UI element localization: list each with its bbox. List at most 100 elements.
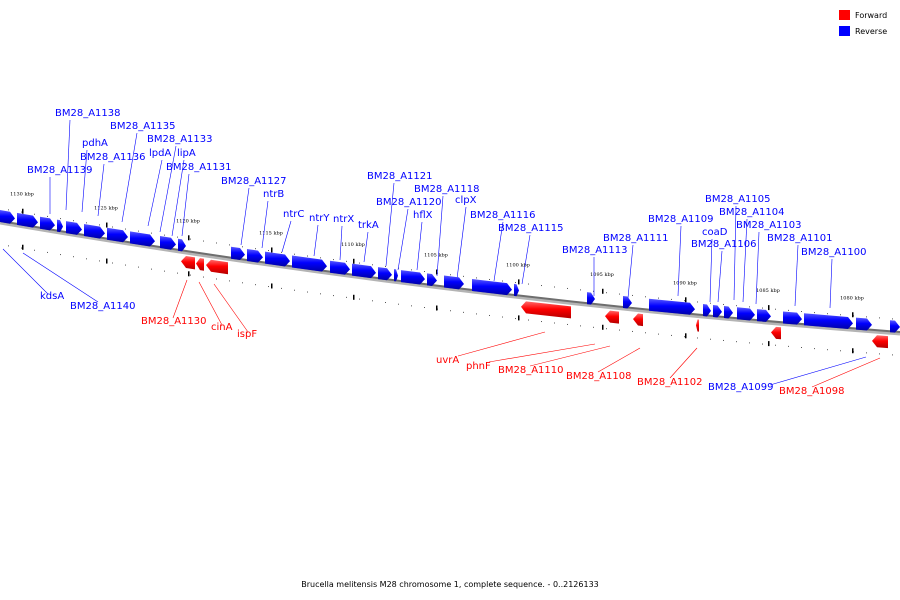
forward-gene-label[interactable]: BM28_A1108 xyxy=(566,371,632,382)
reverse-gene-label[interactable]: BM28_A1111 xyxy=(603,233,669,244)
reverse-gene-label[interactable]: BM28_A1103 xyxy=(736,220,802,231)
minor-tick-lower xyxy=(125,264,126,266)
reverse-gene-arrow[interactable] xyxy=(737,307,755,321)
reverse-gene-arrow[interactable] xyxy=(231,246,245,261)
forward-gene-label[interactable]: BM28_A1102 xyxy=(637,377,703,388)
reverse-gene-label[interactable]: hflX xyxy=(413,210,433,221)
reverse-gene-label[interactable]: BM28_A1138 xyxy=(55,108,121,119)
reverse-gene-arrow[interactable] xyxy=(427,273,437,287)
reverse-gene-label[interactable]: lipA xyxy=(177,148,196,159)
reverse-gene-label[interactable]: BM28_A1118 xyxy=(414,184,480,195)
forward-gene-arrow[interactable] xyxy=(771,326,781,340)
reverse-gene-arrow[interactable] xyxy=(265,251,290,267)
reverse-gene-arrow[interactable] xyxy=(623,295,632,309)
reverse-gene-label[interactable]: BM28_A1115 xyxy=(498,223,564,234)
reverse-gene-arrow[interactable] xyxy=(394,269,398,282)
reverse-gene-arrow[interactable] xyxy=(472,278,512,296)
reverse-gene-label[interactable]: BM28_A1106 xyxy=(691,239,757,250)
reverse-gene-label[interactable]: BM28_A1105 xyxy=(705,194,771,205)
reverse-gene-arrow[interactable] xyxy=(57,219,63,233)
reverse-gene-label[interactable]: BM28_A1121 xyxy=(367,171,433,182)
forward-gene-arrow[interactable] xyxy=(196,258,204,271)
major-tick-lower xyxy=(436,305,438,311)
minor-tick-upper xyxy=(268,250,269,252)
reverse-gene-arrow[interactable] xyxy=(66,221,82,235)
reverse-gene-label[interactable]: trkA xyxy=(358,220,379,231)
reverse-gene-label[interactable]: BM28_A1104 xyxy=(719,207,785,218)
reverse-gene-arrow[interactable] xyxy=(514,283,519,297)
reverse-gene-label[interactable]: BM28_A1136 xyxy=(80,152,146,163)
forward-gene-arrow[interactable] xyxy=(206,259,228,275)
reverse-gene-label[interactable]: BM28_A1133 xyxy=(147,134,213,145)
reverse-gene-label[interactable]: BM28_A1099 xyxy=(708,382,774,393)
reverse-gene-arrow[interactable] xyxy=(160,236,176,250)
reverse-gene-label[interactable]: BM28_A1113 xyxy=(562,245,628,256)
minor-tick-lower xyxy=(112,262,113,264)
forward-gene-label[interactable]: BM28_A1130 xyxy=(141,316,207,327)
reverse-gene-arrow[interactable] xyxy=(804,313,853,329)
forward-gene-arrow[interactable] xyxy=(521,301,571,319)
reverse-gene-arrow[interactable] xyxy=(890,320,900,333)
reverse-gene-arrow[interactable] xyxy=(247,249,263,263)
reverse-gene-arrow[interactable] xyxy=(178,238,186,252)
reverse-gene-label[interactable]: BM28_A1109 xyxy=(648,214,714,225)
reverse-gene-arrow[interactable] xyxy=(292,255,327,272)
reverse-gene-label[interactable]: BM28_A1101 xyxy=(767,233,833,244)
reverse-gene-arrow[interactable] xyxy=(17,212,38,228)
forward-gene-arrow[interactable] xyxy=(181,255,195,270)
reverse-gene-label[interactable]: BM28_A1116 xyxy=(470,210,536,221)
reverse-gene-arrow[interactable] xyxy=(757,309,771,322)
reverse-gene-arrow[interactable] xyxy=(587,292,595,305)
minor-tick-upper xyxy=(632,294,633,296)
reverse-gene-label[interactable]: pdhA xyxy=(82,138,108,149)
reverse-gene-label[interactable]: BM28_A1131 xyxy=(166,162,232,173)
reverse-gene-label[interactable]: BM28_A1135 xyxy=(110,121,176,132)
reverse-gene-label[interactable]: ntrX xyxy=(333,214,354,225)
reverse-gene-arrow[interactable] xyxy=(703,304,711,317)
reverse-gene-arrow[interactable] xyxy=(401,270,425,285)
reverse-gene-arrow[interactable] xyxy=(0,210,15,224)
reverse-gene-arrow[interactable] xyxy=(40,216,55,231)
reverse-gene-arrow[interactable] xyxy=(130,231,155,247)
reverse-gene-label[interactable]: ntrY xyxy=(309,213,330,224)
reverse-gene-arrow[interactable] xyxy=(330,260,350,275)
forward-gene-arrow[interactable] xyxy=(605,310,619,324)
reverse-gene-label[interactable]: ntrC xyxy=(283,209,304,220)
reverse-gene-arrow[interactable] xyxy=(713,305,722,318)
reverse-gene-label[interactable]: coaD xyxy=(702,227,728,238)
reverse-gene-label[interactable]: BM28_A1100 xyxy=(801,247,867,258)
reverse-gene-arrow[interactable] xyxy=(84,224,105,239)
reverse-gene-label[interactable]: BM28_A1140 xyxy=(70,301,136,312)
forward-gene-arrow[interactable] xyxy=(696,319,699,332)
forward-gene-arrow[interactable] xyxy=(633,313,643,327)
forward-gene-label[interactable]: BM28_A1110 xyxy=(498,365,564,376)
minor-tick-lower xyxy=(47,251,48,253)
reverse-gene-arrow[interactable] xyxy=(378,267,392,281)
reverse-gene-label[interactable]: lpdA xyxy=(149,148,171,159)
forward-gene-label[interactable]: uvrA xyxy=(436,355,459,366)
reverse-gene-arrow[interactable] xyxy=(444,275,464,290)
reverse-gene-label[interactable]: BM28_A1139 xyxy=(27,165,93,176)
forward-gene-label[interactable]: BM28_A1098 xyxy=(779,386,845,397)
reverse-gene-label[interactable]: kdsA xyxy=(40,291,64,302)
reverse-gene-label[interactable]: BM28_A1127 xyxy=(221,176,287,187)
minor-tick-upper xyxy=(515,282,516,284)
tick-label: 1110 kbp xyxy=(341,242,365,248)
reverse-callout-line xyxy=(22,252,99,303)
reverse-gene-label[interactable]: ntrB xyxy=(263,189,284,200)
minor-tick-upper xyxy=(489,278,490,280)
reverse-gene-arrow[interactable] xyxy=(649,298,695,315)
reverse-gene-arrow[interactable] xyxy=(352,263,376,279)
reverse-gene-arrow[interactable] xyxy=(783,311,802,325)
reverse-gene-arrow[interactable] xyxy=(856,317,872,331)
reverse-gene-arrow[interactable] xyxy=(724,306,733,319)
forward-gene-label[interactable]: cinA xyxy=(211,322,233,333)
reverse-gene-label[interactable]: clpX xyxy=(455,195,477,206)
forward-gene-label[interactable]: ispF xyxy=(237,329,257,340)
reverse-gene-label[interactable]: BM28_A1120 xyxy=(376,197,442,208)
forward-callout-line xyxy=(198,281,223,326)
forward-gene-label[interactable]: phnF xyxy=(466,361,491,372)
minor-tick-lower xyxy=(619,329,620,331)
reverse-gene-arrow[interactable] xyxy=(107,227,128,243)
forward-gene-arrow[interactable] xyxy=(872,335,888,349)
